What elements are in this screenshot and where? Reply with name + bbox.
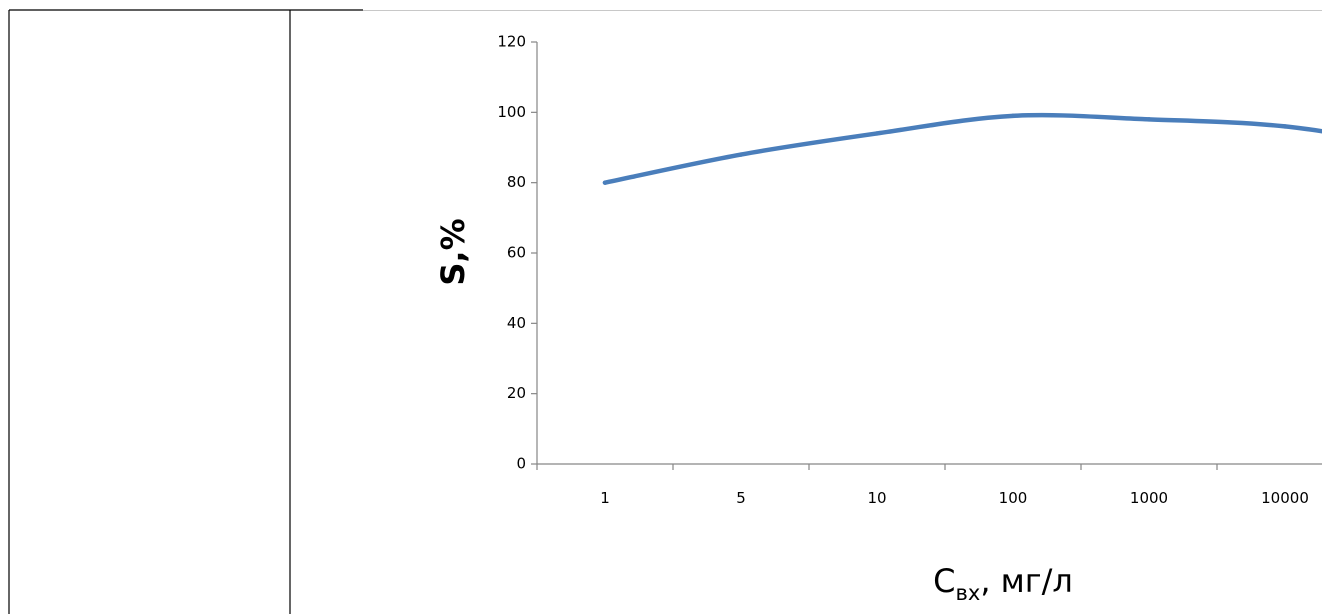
series-line <box>602 112 1322 185</box>
data-point <box>1010 113 1016 119</box>
x-axis-title: Cвх, мг/л <box>933 562 1073 605</box>
data-point <box>602 180 608 185</box>
x-tick-label: 1 <box>600 489 610 507</box>
x-tick-label: 10000 <box>1261 489 1309 507</box>
y-axis: 0 20 40 60 80 100 120 <box>497 33 538 473</box>
x-tick-label: 5 <box>736 489 746 507</box>
data-point <box>1146 117 1152 122</box>
x-axis-title-subscript: вх <box>956 581 981 605</box>
y-tick-label: 120 <box>497 33 526 51</box>
x-tick-label: 1000 <box>1130 489 1168 507</box>
x-axis: 1 5 10 100 1000 10000 <box>536 463 1322 507</box>
y-tick-label: 100 <box>497 103 526 121</box>
series-layer <box>602 112 1322 185</box>
x-axis-title-main: C <box>933 562 955 600</box>
x-tick-label: 10 <box>867 489 886 507</box>
x-axis-title-rest: , мг/л <box>980 562 1073 600</box>
data-point <box>874 131 880 136</box>
data-point <box>738 152 744 157</box>
y-tick-label: 0 <box>516 455 526 473</box>
y-axis-title: S,% <box>434 218 472 285</box>
x-tick-label: 100 <box>999 489 1028 507</box>
y-tick-label: 60 <box>507 244 526 262</box>
data-point <box>1282 124 1288 129</box>
y-tick-label: 20 <box>507 384 526 402</box>
y-tick-label: 40 <box>507 314 526 332</box>
y-tick-label: 80 <box>507 173 526 191</box>
